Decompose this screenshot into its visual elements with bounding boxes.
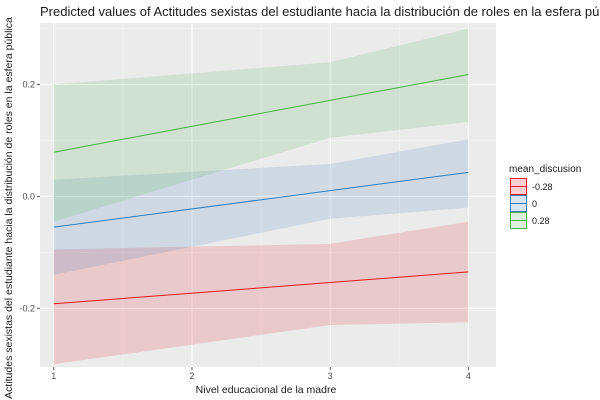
series-lines [53,73,469,305]
ci-band--0.28 [53,221,469,365]
ci-band-0.28 [53,28,469,222]
x-tick-label: 1 [51,371,56,381]
y-tick-label: -0.2 [19,303,35,313]
legend-label-0: 0 [532,199,537,209]
legend-title: mean_discusion [509,164,581,175]
panel-background [40,23,496,367]
x-tick-label: 4 [466,371,471,381]
x-tick-label: 2 [189,371,194,381]
y-tick-label: 0.2 [22,80,35,90]
x-axis-ticks: 1 2 3 4 [51,367,471,381]
x-axis-title: Nivel educacional de la madre [196,384,337,396]
series-line-0.28 [53,73,469,153]
confidence-bands [53,28,469,365]
legend-label--0.28: -0.28 [532,182,553,192]
chart-title: Predicted values of Actitudes sexistas d… [40,4,600,19]
x-tick-label: 3 [328,371,333,381]
legend-label-0.28: 0.28 [532,216,550,226]
ci-band-0 [53,139,469,275]
y-axis-title: Actitudes sexistas del estudiante hacia … [3,17,15,399]
series-line--0.28 [53,271,469,305]
y-tick-label: 0.0 [22,191,35,201]
plot-panel [40,23,496,367]
legend: mean_discusion -0.28 0 0.28 [509,164,581,229]
y-axis-ticks: -0.2 0.0 0.2 [19,80,40,313]
series-line-0 [53,171,469,228]
